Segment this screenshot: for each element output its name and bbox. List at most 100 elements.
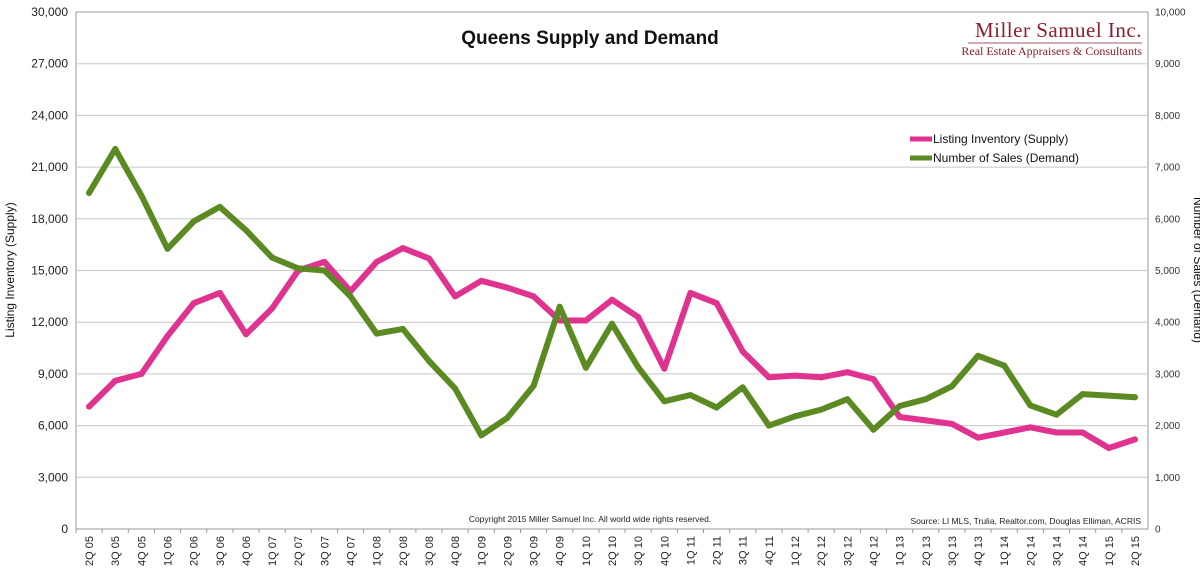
demand-data-point	[844, 396, 851, 403]
left-axis-ticks: 0 3,000 6,000 9,000 12,000 15,000 18,000 21,000…	[31, 5, 68, 536]
supply-data-point	[922, 417, 929, 424]
demand-data-point	[661, 398, 668, 405]
demand-data-point	[1105, 392, 1112, 399]
x-tick-label: 1Q 12	[790, 536, 802, 566]
demand-data-point	[112, 146, 119, 153]
legend-label-supply: Listing Inventory (Supply)	[933, 132, 1068, 146]
demand-data-point	[478, 432, 485, 439]
supply-data-point	[190, 300, 197, 307]
x-tick-label: 1Q 15	[1104, 536, 1116, 566]
demand-data-point	[321, 267, 328, 274]
demand-data-point	[373, 330, 380, 337]
x-tick-label: 3Q 14	[1051, 536, 1063, 566]
demand-data-point	[1079, 391, 1086, 398]
supply-data-point	[399, 245, 406, 252]
x-tick-label: 2Q 07	[293, 536, 305, 566]
x-tick-label: 2Q 14	[1025, 536, 1037, 566]
x-tick-label: 3Q 12	[842, 536, 854, 566]
supply-data-point	[1053, 429, 1060, 436]
x-tick-label: 2Q 09	[502, 536, 514, 566]
demand-data-point	[1131, 394, 1138, 401]
series-lines	[86, 146, 1138, 452]
demand-data-point	[609, 320, 615, 327]
demand-data-point	[975, 352, 982, 359]
demand-data-point	[190, 218, 197, 225]
supply-data-point	[948, 420, 955, 427]
demand-data-point	[635, 364, 642, 371]
x-tick-label: 4Q 12	[868, 536, 880, 566]
x-tick-label: 3Q 10	[633, 536, 645, 566]
demand-data-point	[269, 254, 276, 261]
x-tick-label: 2Q 15	[1130, 536, 1142, 566]
demand-data-point	[242, 227, 249, 234]
x-tick-label: 3Q 05	[110, 536, 122, 566]
demand-data-point	[948, 383, 955, 390]
right-tick-label: 7,000	[1155, 163, 1180, 174]
x-tick-label: 3Q 13	[947, 536, 959, 566]
x-tick-label: 4Q 13	[973, 536, 985, 566]
x-tick-label: 4Q 05	[136, 536, 148, 566]
x-tick-label: 1Q 08	[372, 536, 384, 566]
x-tick-label: 4Q 07	[346, 536, 358, 566]
x-tick-label: 2Q 05	[84, 536, 96, 566]
supply-data-point	[1001, 429, 1008, 436]
demand-data-point	[870, 426, 877, 433]
supply-data-point	[478, 277, 485, 284]
demand-data-point	[425, 357, 432, 364]
x-tick-label: 3Q 06	[215, 536, 227, 566]
supply-data-point	[713, 300, 720, 307]
supply-data-point	[242, 331, 249, 338]
legend-label-demand: Number of Sales (Demand)	[933, 151, 1079, 165]
supply-data-point	[112, 377, 119, 384]
x-tick-label: 2Q 13	[921, 536, 933, 566]
demand-data-point	[347, 293, 354, 300]
x-tick-label: 3Q 08	[424, 536, 436, 566]
right-tick-label: 0	[1155, 525, 1161, 536]
supply-data-point	[661, 365, 668, 372]
x-tick-label: 2Q 06	[189, 536, 201, 566]
right-tick-label: 3,000	[1155, 369, 1180, 380]
supply-data-point	[975, 434, 982, 441]
left-tick-label: 9,000	[38, 367, 68, 381]
x-tick-label: 1Q 11	[685, 536, 697, 565]
demand-data-point	[86, 189, 93, 196]
supply-data-point	[582, 317, 589, 324]
supply-data-point	[269, 305, 276, 312]
left-tick-label: 15,000	[31, 264, 68, 278]
left-tick-label: 3,000	[38, 470, 68, 484]
demand-data-point	[399, 325, 406, 332]
x-tick-label: 4Q 11	[764, 536, 776, 565]
demand-data-point	[896, 402, 903, 409]
supply-data-point	[792, 372, 799, 379]
right-tick-label: 2,000	[1155, 421, 1180, 432]
left-axis-title: Listing Inventory (Supply)	[3, 202, 17, 337]
left-tick-label: 6,000	[38, 419, 68, 433]
demand-data-point	[504, 414, 511, 421]
left-tick-label: 0	[61, 522, 68, 536]
left-tick-label: 18,000	[31, 212, 68, 226]
supply-data-point	[1079, 429, 1086, 436]
right-tick-label: 1,000	[1155, 473, 1180, 484]
demand-data-point	[922, 396, 929, 403]
x-tick-label: 4Q 10	[659, 536, 671, 566]
x-tick-label: 3Q 11	[738, 536, 750, 565]
x-tick-label: 1Q 07	[267, 536, 279, 566]
supply-data-point	[1027, 424, 1034, 431]
legend: Listing Inventory (Supply) Number of Sal…	[910, 132, 1079, 165]
grid-lines	[76, 63, 1148, 478]
left-tick-label: 30,000	[31, 5, 68, 19]
right-tick-label: 8,000	[1155, 111, 1180, 122]
supply-data-point	[896, 413, 903, 420]
right-tick-label: 10,000	[1155, 8, 1186, 19]
logo: Miller Samuel Inc. Real Estate Appraiser…	[961, 18, 1142, 58]
x-tick-label: 3Q 09	[529, 536, 541, 566]
x-tick-label: 1Q 06	[163, 536, 175, 566]
supply-data-point	[870, 376, 877, 383]
supply-data-point	[138, 370, 145, 377]
demand-data-point	[295, 265, 302, 272]
supply-data-point	[1105, 445, 1112, 452]
right-axis-title: Number of Sales (Demand)	[1191, 197, 1200, 343]
logo-tagline: Real Estate Appraisers & Consultants	[961, 44, 1142, 58]
demand-data-point	[452, 385, 459, 392]
right-tick-label: 9,000	[1155, 59, 1180, 70]
